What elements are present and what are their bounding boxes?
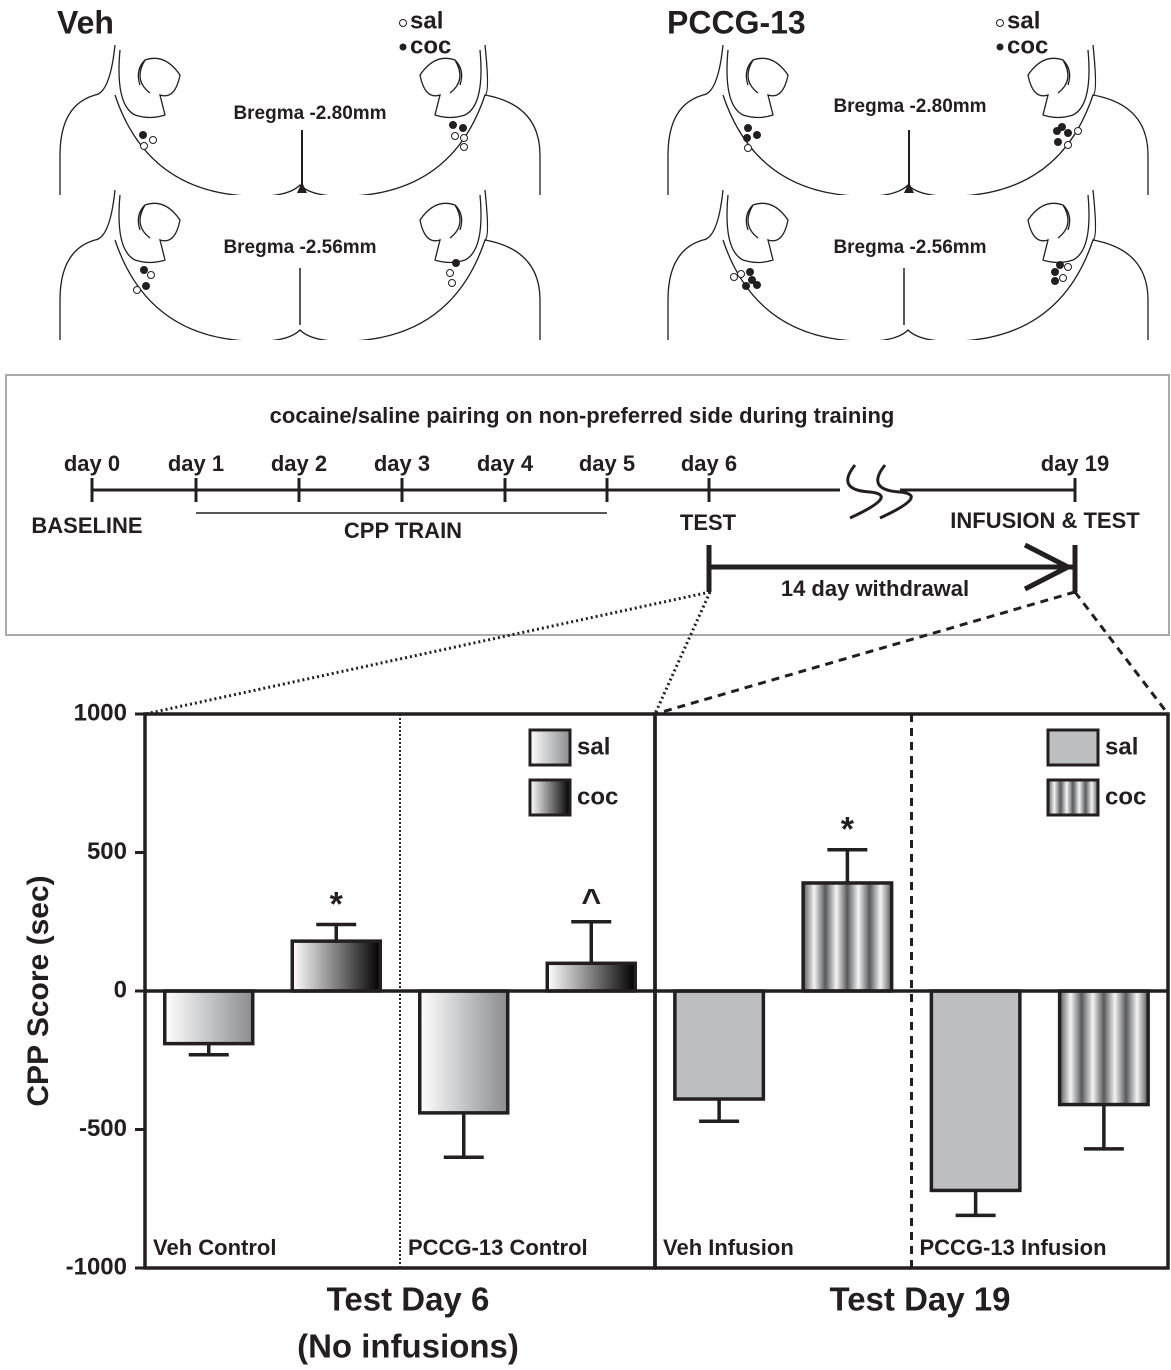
bar-chart: -1000 -500 0 500 1000 CPP Score (sec) Veh Cont…	[22, 699, 1170, 1365]
legend-label: sal	[577, 733, 610, 760]
histology-veh: Veh sal coc Bregma -2.80mm Bregma -2.56m…	[57, 4, 541, 340]
zoom-lines	[144, 590, 1170, 716]
error-bar	[955, 1190, 996, 1218]
legend-symbol	[399, 43, 407, 51]
timeline-title: cocaine/saline pairing on non-preferred …	[270, 403, 895, 428]
withdrawal-arrow	[706, 542, 1078, 592]
day-label: day 0	[64, 451, 120, 476]
phase-label: CPP TRAIN	[344, 518, 462, 543]
timeline-frame	[5, 374, 1170, 636]
marker	[297, 182, 307, 193]
error-bar	[571, 920, 612, 964]
day-label: day 4	[477, 451, 534, 476]
bar	[929, 989, 1022, 1193]
day-label: day 6	[681, 451, 737, 476]
legend-label: sal	[1007, 7, 1040, 34]
legend-symbol	[996, 19, 1004, 27]
chart-title: Test Day 19	[830, 1281, 1011, 1318]
chart-title: Test Day 6	[327, 1281, 490, 1318]
y-tick-label: 0	[114, 976, 127, 1003]
bar	[418, 989, 510, 1115]
bar	[290, 939, 382, 993]
error-bar	[827, 847, 868, 883]
significance-label: *	[841, 811, 855, 849]
section-label: Bregma -2.56mm	[223, 237, 376, 258]
phase-label: INFUSION & TEST	[950, 508, 1140, 533]
legend-swatch	[1046, 778, 1100, 817]
error-bar	[699, 1099, 740, 1123]
bar	[163, 989, 255, 1046]
legend-label: coc	[1007, 32, 1048, 59]
y-tick-label: 500	[87, 838, 127, 865]
error-bar	[1083, 1104, 1124, 1151]
legend-swatch	[528, 778, 572, 817]
legend-label: coc	[577, 783, 618, 810]
day-label: day 3	[374, 451, 430, 476]
withdrawal-label: 14 day withdrawal	[781, 576, 969, 601]
bar	[545, 961, 637, 993]
legend-label: coc	[410, 32, 451, 59]
bar	[801, 881, 894, 993]
panel-title: PCCG-13	[667, 4, 806, 40]
bar	[673, 989, 766, 1101]
legend-swatch	[1046, 728, 1100, 767]
category-label: Veh Infusion	[663, 1235, 794, 1260]
error-bar	[316, 922, 357, 942]
timeline: cocaine/saline pairing on non-preferred …	[5, 374, 1170, 636]
category-label: PCCG-13 Control	[408, 1235, 588, 1260]
histology-pccg: PCCG-13 sal coc Bregma -2.80mm Bregma -2…	[667, 4, 1149, 340]
day-label: day 1	[168, 451, 224, 476]
legend-symbol	[399, 19, 407, 27]
y-tick-label: -500	[79, 1115, 127, 1142]
phase-label: TEST	[680, 510, 737, 535]
section-label: Bregma -2.80mm	[833, 96, 986, 117]
category-label: PCCG-13 Infusion	[920, 1235, 1107, 1260]
y-tick-label: -1000	[66, 1253, 127, 1280]
significance-label: ^	[581, 883, 601, 921]
panel-title: Veh	[57, 4, 114, 40]
day-label: day 2	[271, 451, 327, 476]
legend-swatch	[528, 728, 572, 767]
section-label: Bregma -2.80mm	[233, 103, 386, 124]
legend-label: coc	[1105, 783, 1146, 810]
legend-symbol	[996, 43, 1004, 51]
y-axis-label: CPP Score (sec)	[22, 875, 55, 1106]
y-tick-label: 1000	[74, 699, 127, 726]
panel-frame	[653, 712, 1170, 1270]
significance-label: *	[330, 886, 344, 924]
legend-label: sal	[1105, 733, 1138, 760]
axis-break	[846, 464, 913, 520]
phase-label: BASELINE	[31, 513, 142, 538]
day-label: day 19	[1041, 451, 1110, 476]
day-label: day 5	[579, 451, 635, 476]
bar	[1057, 989, 1150, 1107]
section-outline	[667, 190, 1149, 340]
legend-label: sal	[410, 7, 443, 34]
error-bar	[188, 1043, 229, 1057]
chart-title: (No infusions)	[297, 1328, 519, 1365]
error-bar	[443, 1112, 484, 1159]
section-label: Bregma -2.56mm	[833, 237, 986, 258]
category-label: Veh Control	[153, 1235, 276, 1260]
marker	[904, 182, 914, 193]
